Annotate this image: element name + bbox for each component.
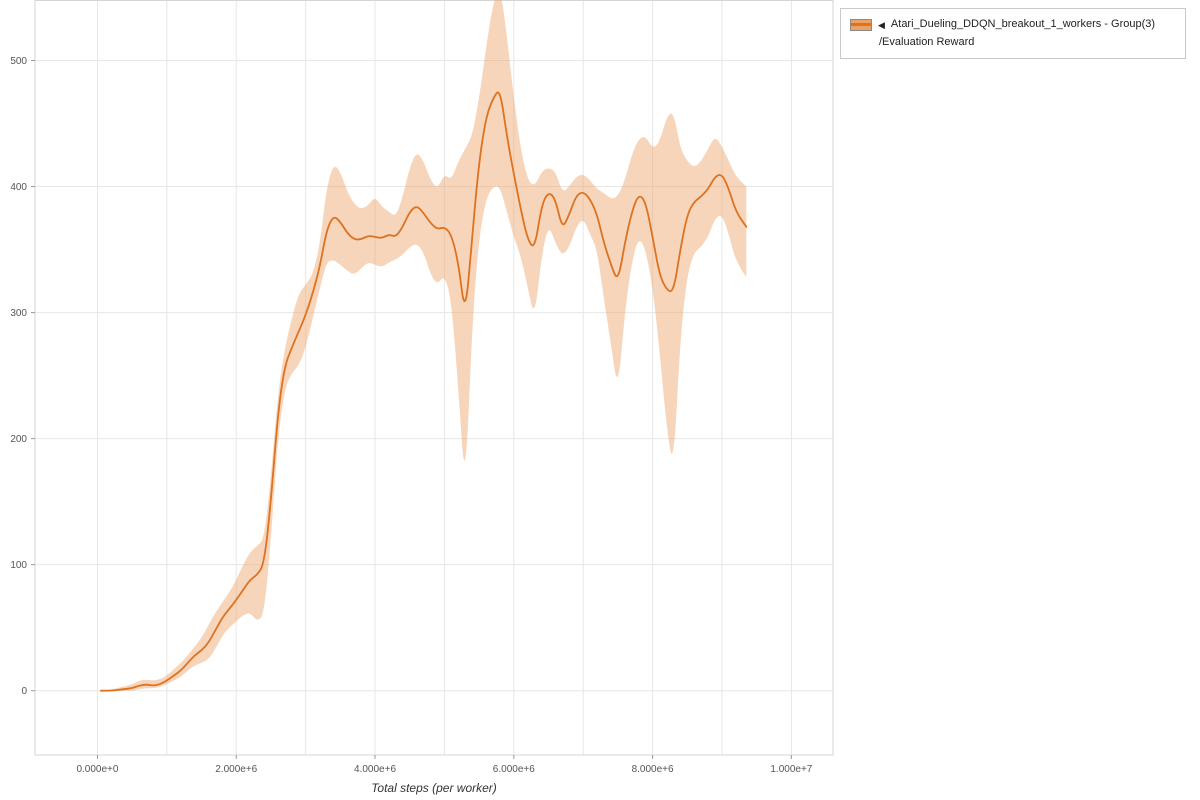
x-tick-label: 6.000e+6 — [493, 764, 535, 775]
x-tick-label: 4.000e+6 — [354, 764, 396, 775]
x-tick-label: 1.000e+7 — [770, 764, 812, 775]
collapse-legend-icon[interactable]: ◀ — [878, 19, 885, 30]
series-band — [100, 0, 747, 691]
y-tick-label: 100 — [10, 560, 27, 571]
legend-box[interactable]: ◀ Atari_Dueling_DDQN_breakout_1_workers … — [840, 8, 1186, 60]
x-tick-label: 2.000e+6 — [215, 764, 257, 775]
x-tick-label: 0.000e+0 — [76, 764, 118, 775]
y-tick-label: 500 — [10, 56, 27, 67]
legend-series-name: Atari_Dueling_DDQN_breakout_1_workers - … — [890, 18, 1156, 30]
chart-canvas: 0.000e+0 2.000e+6 4.000e+6 6.000e+6 8.000e+6… — [10, 0, 834, 775]
y-tick-label: 300 — [10, 308, 27, 319]
x-tick-label: 8.000e+6 — [632, 764, 674, 775]
legend-item[interactable]: ◀ Atari_Dueling_DDQN_breakout_1_workers … — [850, 16, 1176, 34]
series-line — [100, 91, 748, 692]
y-tick-label: 400 — [10, 182, 27, 193]
legend-swatch[interactable] — [850, 18, 872, 31]
y-tick-label: 200 — [10, 434, 27, 445]
y-tick-label: 0 — [21, 686, 27, 697]
chart-region: 0.000e+0 2.000e+6 4.000e+6 6.000e+6 8.000e+6… — [10, 0, 834, 795]
x-axis-title: Total steps (per worker) — [371, 781, 497, 795]
legend-swatch-line — [851, 23, 871, 27]
legend-series-metric: /Evaluation Reward — [879, 35, 975, 48]
plot-border — [34, 0, 834, 756]
